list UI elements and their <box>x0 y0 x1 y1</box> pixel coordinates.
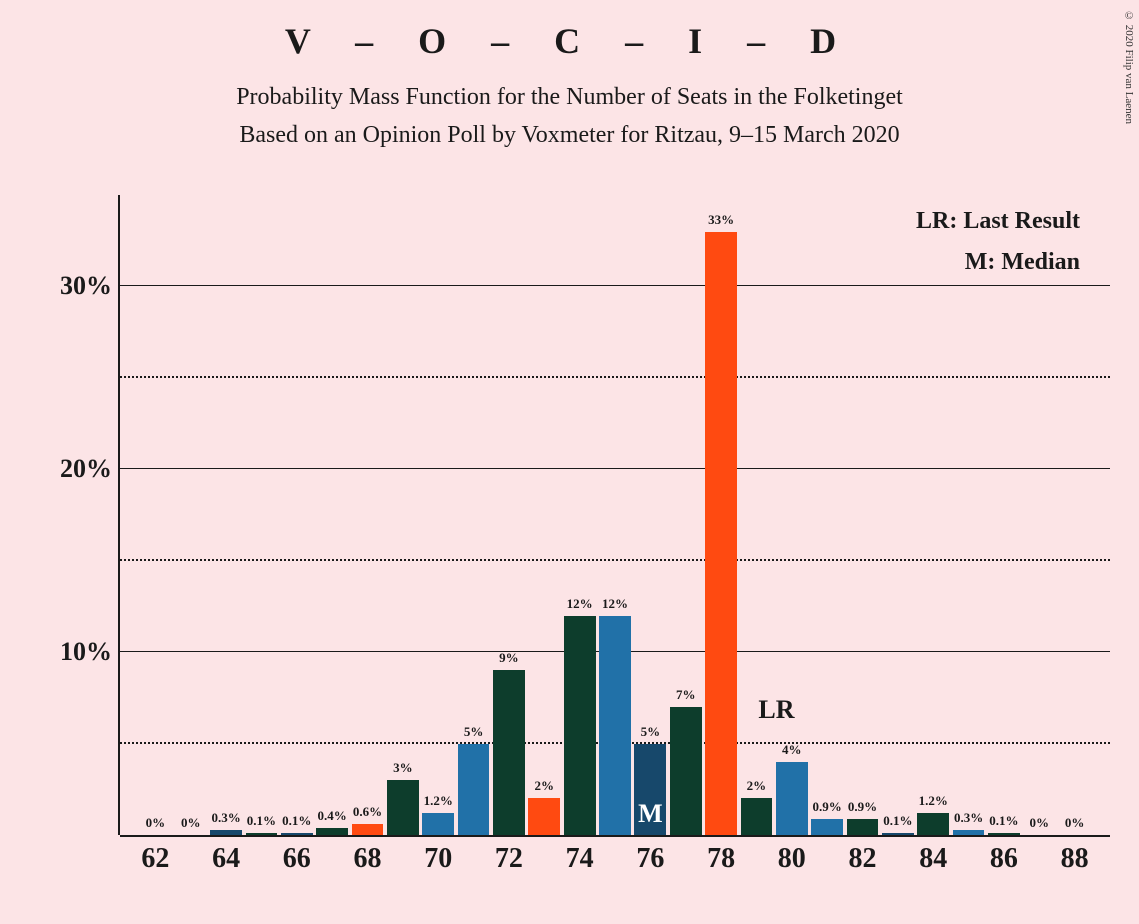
x-axis-label: 70 <box>424 843 452 875</box>
bar-value-label: 0.1% <box>883 813 912 829</box>
median-marker: M <box>638 799 663 829</box>
grid-line-minor <box>120 376 1110 378</box>
x-axis-label: 64 <box>212 843 240 875</box>
bar-value-label: 5% <box>641 724 661 740</box>
bar-value-label: 0% <box>1030 815 1050 831</box>
bar <box>599 616 631 835</box>
bar-value-label: 1.2% <box>424 793 453 809</box>
grid-line-major <box>120 468 1110 469</box>
bar-value-label: 0.1% <box>247 813 276 829</box>
legend: LR: Last ResultM: Median <box>916 201 1080 283</box>
bar-value-label: 0.9% <box>813 799 842 815</box>
x-axis-label: 82 <box>849 843 877 875</box>
chart-subtitle: Probability Mass Function for the Number… <box>0 78 1139 155</box>
y-axis-label: 30% <box>60 271 112 301</box>
bar <box>811 819 843 835</box>
bar-value-label: 0.1% <box>989 813 1018 829</box>
y-axis-label: 20% <box>60 454 112 484</box>
bar <box>493 670 525 835</box>
bar-value-label: 33% <box>708 212 734 228</box>
legend-m: M: Median <box>916 242 1080 283</box>
x-axis-label: 76 <box>636 843 664 875</box>
bar <box>210 830 242 835</box>
bar <box>387 780 419 835</box>
bar-value-label: 0.1% <box>282 813 311 829</box>
chart-subtitle-line2: Based on an Opinion Poll by Voxmeter for… <box>0 116 1139 154</box>
bar-value-label: 0.3% <box>954 810 983 826</box>
bar <box>352 824 384 835</box>
bar <box>458 744 490 835</box>
bar <box>988 833 1020 835</box>
lr-marker: LR <box>758 695 794 725</box>
bar <box>564 616 596 835</box>
x-axis <box>120 835 1110 837</box>
bar-value-label: 0.4% <box>318 808 347 824</box>
x-axis-label: 88 <box>1061 843 1089 875</box>
grid-line-minor <box>120 559 1110 561</box>
legend-lr: LR: Last Result <box>916 201 1080 242</box>
bar-value-label: 0% <box>146 815 166 831</box>
bar <box>953 830 985 835</box>
bar-value-label: 0.6% <box>353 804 382 820</box>
bar-value-label: 5% <box>464 724 484 740</box>
bar <box>316 828 348 835</box>
bar-value-label: 4% <box>782 742 802 758</box>
bar-value-label: 3% <box>393 760 413 776</box>
chart-subtitle-line1: Probability Mass Function for the Number… <box>0 78 1139 116</box>
bar <box>670 707 702 835</box>
bar <box>882 833 914 835</box>
x-axis-label: 74 <box>566 843 594 875</box>
x-axis-label: 80 <box>778 843 806 875</box>
grid-line-major <box>120 285 1110 286</box>
bar-value-label: 0% <box>181 815 201 831</box>
copyright-text: © 2020 Filip van Laenen <box>1123 10 1135 124</box>
x-axis-label: 62 <box>141 843 169 875</box>
y-axis-label: 10% <box>60 637 112 667</box>
x-axis-label: 86 <box>990 843 1018 875</box>
bar <box>776 762 808 835</box>
bar-value-label: 0% <box>1065 815 1085 831</box>
x-axis-label: 68 <box>354 843 382 875</box>
bar-value-label: 9% <box>499 650 519 666</box>
bar <box>246 833 278 835</box>
x-axis-label: 66 <box>283 843 311 875</box>
bar-value-label: 1.2% <box>919 793 948 809</box>
chart-title: V – O – C – I – D <box>0 0 1139 62</box>
bar-value-label: 12% <box>602 596 628 612</box>
y-axis <box>114 195 120 835</box>
bar-value-label: 12% <box>567 596 593 612</box>
bar <box>281 833 313 835</box>
bar <box>705 232 737 835</box>
bar-value-label: 0.9% <box>848 799 877 815</box>
bar-value-label: 7% <box>676 687 696 703</box>
x-axis-label: 72 <box>495 843 523 875</box>
bar-value-label: 2% <box>535 778 555 794</box>
bar-value-label: 2% <box>747 778 767 794</box>
bar-value-label: 0.3% <box>211 810 240 826</box>
chart-plot-area: 10%20%30%62646668707274767880828486880%0… <box>120 195 1110 835</box>
bar <box>422 813 454 835</box>
bar <box>528 798 560 835</box>
bar <box>847 819 879 835</box>
bar <box>741 798 773 835</box>
x-axis-label: 78 <box>707 843 735 875</box>
x-axis-label: 84 <box>919 843 947 875</box>
bar <box>917 813 949 835</box>
